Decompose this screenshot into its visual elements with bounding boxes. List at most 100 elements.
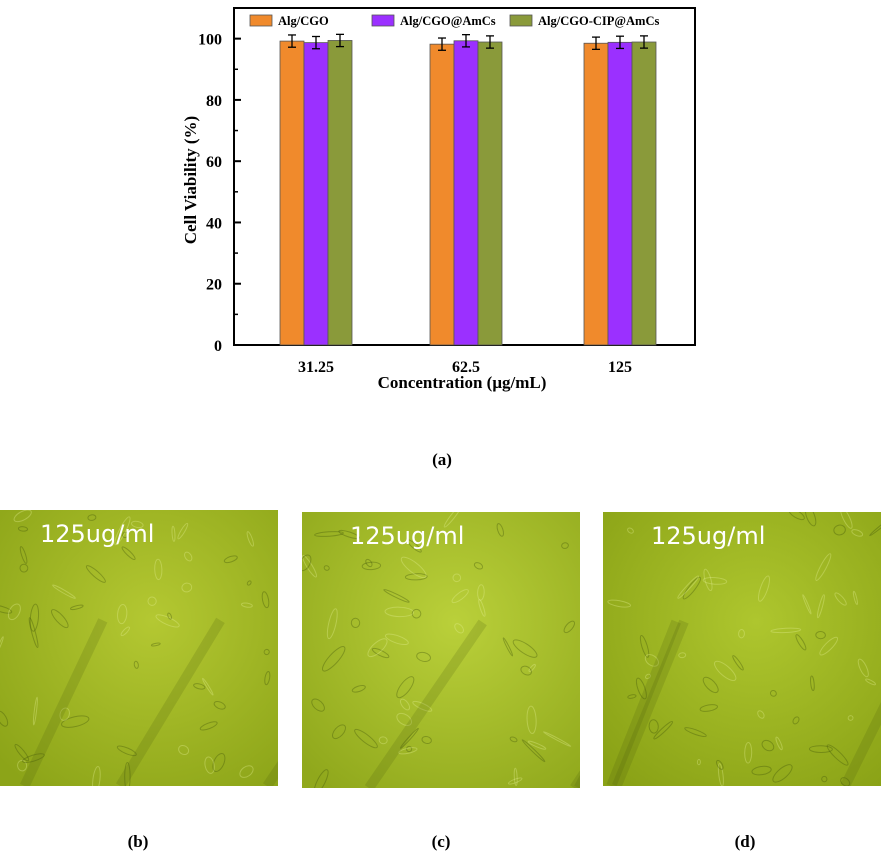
y-tick-label: 60 [206, 154, 222, 171]
cell-outline [826, 744, 849, 766]
cell-outline [738, 629, 745, 639]
cell-outline [407, 539, 422, 553]
micrograph-c: 125ug/ml [302, 512, 580, 788]
cell-outline [321, 646, 346, 672]
cell-outline [751, 765, 772, 776]
cell-outline [61, 715, 90, 728]
cell-outline [769, 690, 777, 697]
cell-outline [17, 526, 29, 532]
cell-outline [7, 603, 21, 621]
cell-outline [477, 584, 485, 601]
cell-outline [396, 676, 415, 699]
cell-outline [350, 617, 361, 628]
cell-outline [87, 514, 97, 521]
cell-outline [648, 719, 659, 734]
cell-outline [114, 516, 131, 546]
cell-outline [563, 620, 576, 634]
cell-outline [59, 707, 70, 721]
cell-outline [338, 529, 361, 540]
cell-outline [116, 745, 137, 757]
cell-outline [702, 577, 728, 585]
cell-outline [416, 651, 431, 662]
cell-outline [0, 710, 9, 727]
cell-outline [14, 743, 30, 762]
cell-outline [627, 694, 637, 699]
micrograph-d: 125ug/ml [603, 512, 881, 786]
shadow-streak [115, 617, 225, 786]
cell-outline [761, 739, 775, 752]
cell-outline [840, 777, 851, 786]
cell-outline [365, 558, 373, 568]
cell-outline [202, 677, 214, 696]
cell-outline [473, 562, 484, 570]
cell-outline [412, 700, 433, 712]
y-tick-label: 40 [206, 215, 222, 232]
cell-outline [239, 765, 254, 778]
legend-label: Alg/CGO@AmCs [400, 14, 496, 28]
micrograph-background [603, 512, 881, 786]
shadow-streak [606, 619, 681, 786]
cell-outline [526, 705, 537, 734]
cell-outline [302, 554, 312, 572]
cell-outline [454, 623, 464, 634]
cell-outline [772, 764, 793, 783]
cell-outline [323, 565, 330, 571]
cell-outline [17, 759, 28, 772]
cell-outline [561, 542, 569, 549]
cell-outline [246, 580, 252, 586]
cell-outline [520, 665, 532, 676]
cell-outline [682, 576, 702, 600]
cell-outline [367, 638, 388, 658]
cell-outline [332, 724, 346, 740]
y-tick-label: 20 [206, 277, 222, 294]
cell-outline [361, 561, 382, 571]
cell-outline [507, 777, 523, 785]
cell-outline [130, 520, 144, 529]
bar [607, 41, 633, 346]
cell-outline [528, 663, 536, 673]
x-tick-label: 125 [608, 359, 632, 376]
micrograph-background [0, 510, 278, 786]
legend-label: Alg/CGO-CIP@AmCs [538, 14, 659, 28]
x-tick-label: 31.25 [298, 359, 334, 376]
cell-outline [788, 512, 805, 521]
cell-outline [13, 510, 32, 523]
cell-outline [678, 652, 687, 659]
cell-outline [171, 525, 176, 542]
cell-outline [354, 728, 378, 749]
cell-outline [0, 604, 13, 614]
y-tick-label: 80 [206, 93, 222, 110]
cell-outline [770, 627, 802, 634]
cell-outline [421, 736, 432, 744]
micrograph-background [302, 512, 580, 788]
cell-outline [246, 531, 254, 547]
cell-outline [451, 589, 469, 604]
cell-outline [717, 763, 724, 786]
cell-outline [396, 712, 413, 726]
cell-outline [821, 775, 828, 783]
bar [583, 42, 609, 346]
cell-outline [757, 575, 771, 602]
bar [279, 40, 305, 346]
cell-outline [351, 684, 366, 693]
cell-outline [443, 512, 463, 528]
cell-outline [802, 594, 812, 615]
cell-outline [852, 590, 858, 606]
shadow-streak [612, 619, 689, 786]
x-axis-title: Concentration (μg/mL) [378, 373, 547, 392]
cell-outline [792, 716, 800, 725]
bar-chart: 0 20 40 60 80 100 31.25 62.5 125 Alg/CGO Alg/CGO@A… [181, 7, 696, 392]
cell-outline [52, 584, 76, 599]
cell-outline [653, 720, 674, 740]
cell-outline [51, 609, 69, 629]
cell-outline [85, 565, 106, 583]
cell-outline [263, 648, 270, 656]
cell-outline [744, 742, 753, 764]
cell-outline [399, 727, 419, 749]
bar [303, 42, 329, 346]
cell-outline [804, 512, 817, 527]
bar [453, 40, 479, 346]
cell-outline [0, 636, 4, 653]
cell-outline [240, 602, 253, 608]
cell-outline [716, 759, 724, 770]
